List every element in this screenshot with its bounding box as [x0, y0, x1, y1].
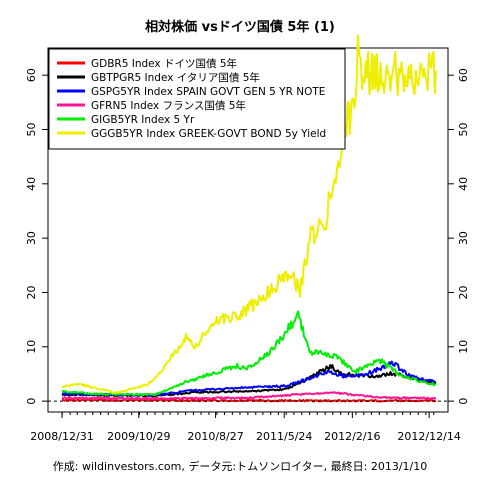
chart-title: 相対株価 vsドイツ国債 5年 (1)	[145, 19, 335, 35]
y-tick-label-right: 50	[457, 122, 470, 136]
x-tick-label: 2009/10/29	[107, 430, 170, 443]
series-line-4	[61, 310, 437, 397]
legend-label-1: GBTPGR5 Index イタリア国債 5年	[91, 71, 260, 84]
y-tick-label-right: 40	[457, 177, 470, 191]
series-line-5	[61, 34, 437, 395]
y-tick-label-right: 60	[457, 68, 470, 82]
x-tick-label: 2012/12/14	[397, 430, 460, 443]
series-line-3	[61, 391, 437, 401]
legend-box	[48, 48, 346, 150]
legend-label-4: GIGB5YR Index 5 Yr	[91, 114, 195, 126]
y-tick-label-left: 60	[25, 68, 38, 82]
y-tick-label-right: 0	[457, 398, 470, 405]
y-tick-label-right: 20	[457, 285, 470, 299]
y-tick-label-left: 10	[25, 340, 38, 354]
y-tick-label-right: 30	[457, 231, 470, 245]
x-tick-label: 2011/5/24	[256, 430, 312, 443]
y-tick-label-left: 40	[25, 177, 38, 191]
axes-layer: 0 0 10 10 20 20 30 30 40 40 50 50 60 60 2008/12/31 2009…	[25, 68, 470, 443]
y-tick-label-left: 30	[25, 231, 38, 245]
x-tick-label: 2010/8/27	[187, 430, 243, 443]
y-tick-label-left: 0	[25, 398, 38, 405]
y-tick-label-left: 50	[25, 122, 38, 136]
legend-label-5: GGGB5YR Index GREEK-GOVT BOND 5y Yield	[91, 128, 326, 140]
legend-label-3: GFRN5 Index フランス国債 5年	[91, 99, 246, 112]
y-tick-label-right: 10	[457, 340, 470, 354]
y-tick-label-left: 20	[25, 285, 38, 299]
x-tick-label: 2012/2/16	[324, 430, 380, 443]
footer-note: 作成: wildinvestors.com, データ元:トムソンロイター, 最終…	[52, 460, 428, 473]
legend-label-2: GSPG5YR Index SPAIN GOVT GEN 5 YR NOTE	[91, 86, 325, 98]
legend-label-0: GDBR5 Index ドイツ国債 5年	[91, 57, 237, 70]
x-tick-label: 2008/12/31	[30, 430, 93, 443]
